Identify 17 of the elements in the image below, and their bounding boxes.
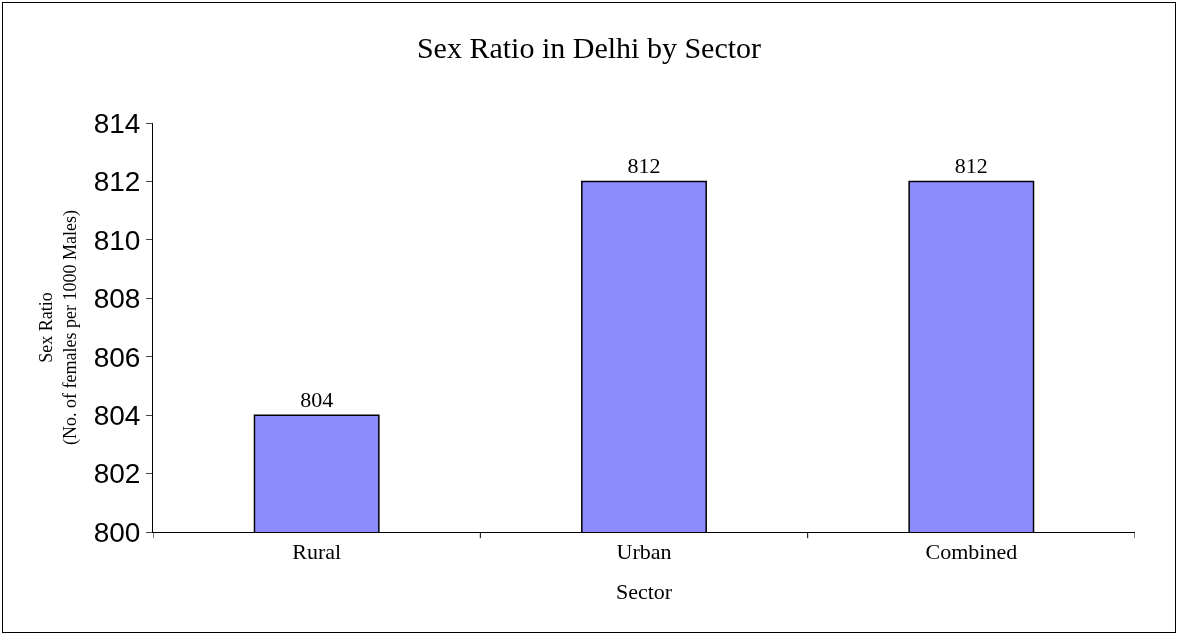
y-tick-label: 800 [93,516,141,548]
x-tick-label: Rural [292,539,342,565]
data-label: 804 [300,387,334,413]
x-tick-label: Combined [925,539,1018,565]
y-tick-label: 804 [93,399,141,431]
data-label: 812 [627,153,661,179]
y-tick-label: 814 [93,107,141,139]
y-tick-label: 806 [93,341,141,373]
y-tick-label: 808 [93,283,141,315]
y-axis-title: Sex Ratio (No. of females per 1000 Males) [36,210,81,445]
data-label: 812 [954,153,988,179]
y-tick-label: 812 [93,166,141,198]
x-axis-title: Sector [615,579,673,605]
chart-title: Sex Ratio in Delhi by Sector [416,30,762,64]
x-tick-label: Urban [616,539,672,565]
y-tick-label: 802 [93,458,141,490]
y-tick-label: 810 [93,224,141,256]
